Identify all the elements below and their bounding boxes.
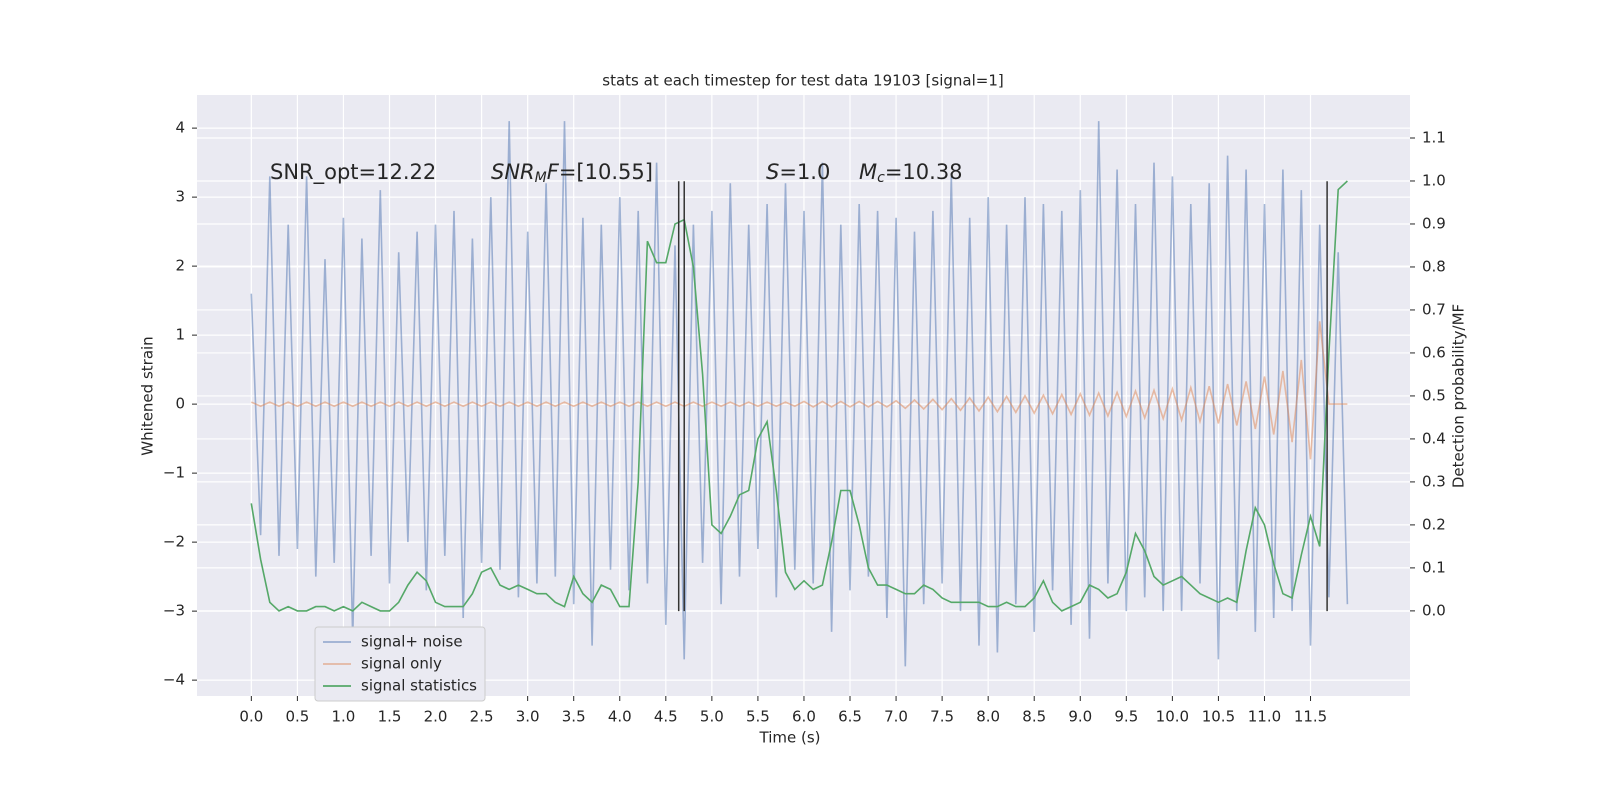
grid: 0.0 0.5 1.0 1.5 2.0 2.5 3.0 3.5 4.0 4.5 5.0 5.5 6.0 6… <box>163 95 1446 726</box>
y2-tick-label: 0.5 <box>1422 386 1446 404</box>
y2-tick-label: 0.4 <box>1422 429 1446 447</box>
x-tick-label: 9.0 <box>1068 708 1092 726</box>
y2-tick-label: 0.6 <box>1422 343 1446 361</box>
annotation: SNR_opt=12.22 <box>270 160 436 185</box>
annotation-part: S <box>766 160 779 184</box>
y2-tick-label: 0.7 <box>1422 300 1446 318</box>
x-tick-label: 4.5 <box>654 708 678 726</box>
series-line <box>250 180 1348 612</box>
x-tick-label: 4.0 <box>608 708 632 726</box>
annotation: Mc=10.38 <box>859 160 963 186</box>
x-tick-label: 10.5 <box>1202 708 1235 726</box>
x-tick-label: 8.0 <box>976 708 1000 726</box>
y2-tick-label: 0.8 <box>1422 257 1446 275</box>
annotation: SNRMF=[10.55] <box>491 160 653 186</box>
x-tick-label: 6.5 <box>838 708 862 726</box>
annotation-part: SNR <box>491 160 535 184</box>
x-tick-label: 7.5 <box>930 708 954 726</box>
annotation-part: =10.38 <box>885 160 963 184</box>
annotation-part: M <box>859 160 877 184</box>
x-tick-label: 3.0 <box>516 708 540 726</box>
x-tick-label: 1.0 <box>332 708 356 726</box>
marks <box>250 121 1349 667</box>
legend: signal+ noise signal only signal statistic… <box>314 626 486 702</box>
y-tick-label: −1 <box>163 464 185 482</box>
y-tick-label: 1 <box>175 326 185 344</box>
y-tick-label: −3 <box>163 602 185 620</box>
legend-label: signal+ noise <box>361 633 463 651</box>
series-line <box>250 321 1348 460</box>
annotation-part: SNR_opt=12.22 <box>270 160 436 185</box>
y-axis-label: Whitened strain <box>139 336 157 455</box>
annotation-part: c <box>877 170 885 186</box>
x-tick-label: 11.0 <box>1248 708 1281 726</box>
y2-tick-label: 0.0 <box>1422 601 1446 619</box>
y-tick-label: 3 <box>175 188 185 206</box>
x-tick-label: 8.5 <box>1022 708 1046 726</box>
annotation-part: M <box>535 170 547 186</box>
chart-title: stats at each timestep for test data 191… <box>602 72 1003 90</box>
x-tick-label: 9.5 <box>1114 708 1138 726</box>
annotation-part: =[10.55] <box>559 160 653 184</box>
y-tick-label: −4 <box>163 671 185 689</box>
x-tick-label: 0.5 <box>285 708 309 726</box>
legend-label: signal statistics <box>361 677 477 695</box>
annotation-part: =1.0 <box>779 160 830 184</box>
x-tick-label: 3.5 <box>562 708 586 726</box>
y2-tick-label: 1.0 <box>1422 171 1446 189</box>
x-tick-label: 2.5 <box>470 708 494 726</box>
x-tick-label: 7.0 <box>884 708 908 726</box>
x-tick-label: 10.0 <box>1156 708 1189 726</box>
series-line <box>250 121 1349 667</box>
x-tick-label: 5.0 <box>700 708 724 726</box>
x-tick-label: 1.5 <box>378 708 402 726</box>
annotation-part: F <box>547 160 560 184</box>
x-tick-label: 5.5 <box>746 708 770 726</box>
x-axis-label: Time (s) <box>759 729 821 747</box>
legend-box <box>314 626 486 702</box>
x-tick-label: 2.0 <box>424 708 448 726</box>
x-tick-label: 0.0 <box>239 708 263 726</box>
y2-axis-label: Detection probability/MF <box>1450 304 1468 488</box>
y2-tick-label: 0.1 <box>1422 558 1446 576</box>
x-tick-label: 11.5 <box>1294 708 1327 726</box>
y2-tick-label: 0.2 <box>1422 515 1446 533</box>
y2-tick-label: 1.1 <box>1422 128 1446 146</box>
y-tick-label: 0 <box>175 395 185 413</box>
y2-tick-label: 0.3 <box>1422 472 1446 490</box>
x-tick-label: 6.0 <box>792 708 816 726</box>
y-tick-label: 2 <box>175 257 185 275</box>
y-tick-label: 4 <box>175 119 185 137</box>
y-tick-label: −2 <box>163 533 185 551</box>
annotations: SNR_opt=12.22 SNRMF=[10.55] S=1.0 Mc=10.… <box>270 160 963 186</box>
y2-tick-label: 0.9 <box>1422 214 1446 232</box>
annotation: S=1.0 <box>766 160 830 184</box>
legend-label: signal only <box>361 655 442 673</box>
